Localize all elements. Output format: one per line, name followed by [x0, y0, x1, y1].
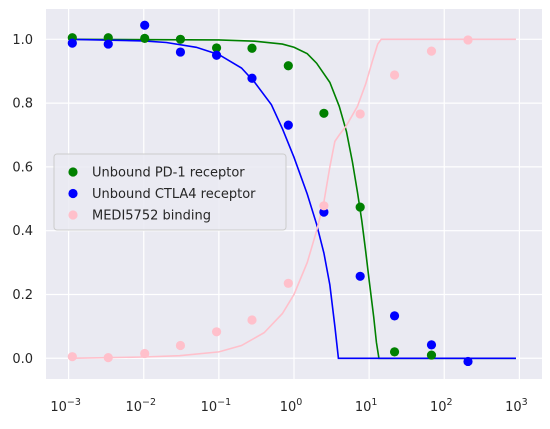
data-point-series-3: [211, 327, 222, 337]
data-point-series-2: [140, 20, 150, 30]
legend: Unbound PD-1 receptor Unbound CTLA4 recep…: [53, 153, 287, 231]
legend-marker-series-1: [68, 167, 78, 177]
legend-label-series-3: MEDI5752 binding: [92, 209, 211, 224]
y-tick-label: 1.0: [12, 33, 33, 48]
data-point-series-2: [319, 207, 329, 217]
data-point-series-3: [319, 201, 329, 211]
data-point-series-2: [211, 50, 222, 60]
data-point-series-2: [426, 340, 437, 350]
fit-line-series-1: [68, 38, 516, 360]
data-point-series-2: [103, 39, 113, 49]
y-tick-label: 0.0: [12, 352, 33, 367]
y-tick-label: 0.8: [12, 97, 33, 112]
data-point-series-1: [426, 350, 437, 360]
data-point-series-1: [103, 33, 113, 43]
data-point-series-1: [175, 34, 186, 44]
y-tick-label: 0.2: [12, 288, 33, 303]
data-point-series-3: [103, 353, 113, 363]
data-point-series-3: [389, 70, 400, 80]
legend-label-series-1: Unbound PD-1 receptor: [92, 166, 245, 181]
x-tick-label: 10−1: [201, 397, 232, 415]
data-point-series-1: [211, 43, 222, 53]
data-point-series-3: [175, 340, 186, 351]
legend-label-series-2: Unbound CTLA4 receptor: [92, 187, 256, 202]
x-tick-label: 100: [280, 397, 303, 415]
legend-marker-series-3: [68, 210, 78, 220]
data-point-series-2: [389, 311, 400, 321]
data-point-series-2: [175, 47, 186, 57]
data-point-series-1: [283, 61, 293, 71]
data-point-series-2: [67, 38, 77, 48]
tick-labels: 10−3 10−2 10−1 100 101 102 103 0.0 0.2 0.4 0.6 0.8 1…: [12, 33, 527, 415]
data-point-series-1: [319, 108, 329, 118]
data-point-series-1: [140, 33, 150, 43]
data-points: [67, 20, 473, 367]
data-point-series-3: [355, 109, 365, 119]
x-tick-label: 103: [505, 397, 528, 415]
data-point-series-3: [140, 348, 150, 359]
legend-box: [53, 153, 287, 231]
data-point-series-3: [463, 35, 473, 45]
data-point-series-3: [67, 352, 77, 362]
x-tick-label: 10−2: [125, 397, 156, 415]
x-tick-label: 102: [430, 397, 453, 415]
fit-line-series-2: [68, 38, 516, 360]
data-point-series-1: [247, 43, 257, 53]
data-point-series-3: [247, 315, 257, 325]
y-tick-label: 0.4: [12, 224, 33, 239]
data-point-series-2: [355, 271, 365, 281]
y-tick-label: 0.6: [12, 160, 33, 175]
data-point-series-3: [283, 278, 293, 288]
x-tick-label: 101: [355, 397, 378, 415]
x-tick-label: 10−3: [50, 397, 81, 415]
data-point-series-2: [463, 356, 473, 367]
legend-marker-series-2: [68, 188, 78, 199]
data-point-series-1: [389, 347, 400, 357]
data-point-series-3: [426, 46, 437, 56]
data-point-series-2: [247, 73, 257, 83]
data-point-series-2: [283, 120, 293, 130]
data-point-series-1: [355, 202, 365, 212]
